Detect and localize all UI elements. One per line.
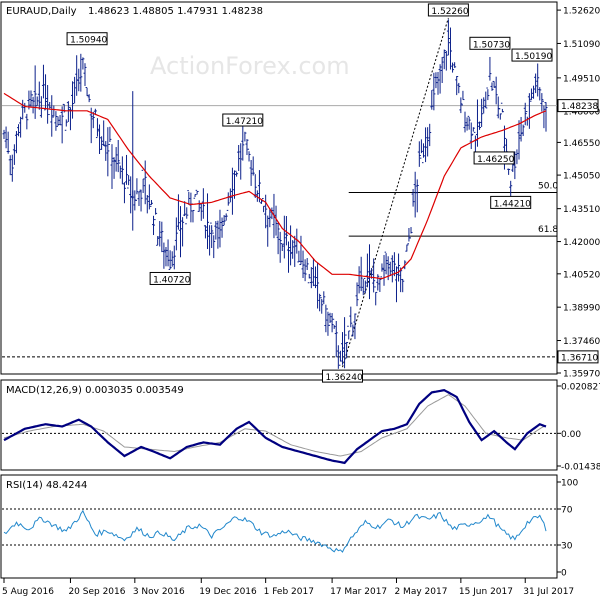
price-y-tick-label: 1.38990 bbox=[563, 304, 600, 314]
macd-title: MACD(12,26,9) 0.003035 0.003549 bbox=[6, 385, 184, 396]
support-tag-label: 1.36710 bbox=[561, 353, 598, 363]
rsi-y-tick-label: 100 bbox=[561, 479, 578, 489]
price-y-tick-label: 1.48000 bbox=[563, 107, 600, 117]
annotation-box bbox=[511, 48, 553, 62]
x-axis: 5 Aug 2016 20 Sep 2016 3 Nov 2016 19 Dec 20… bbox=[2, 578, 574, 597]
price-y-tick-label: 1.49510 bbox=[563, 74, 600, 84]
annotation-label: 1.40720 bbox=[153, 275, 190, 285]
x-tick-label: 31 Jul 2017 bbox=[523, 587, 574, 597]
price-y-tick-label: 1.45050 bbox=[563, 172, 600, 182]
price-y-tick-label: 1.43510 bbox=[563, 205, 600, 215]
price-y-tick-label: 1.35970 bbox=[563, 370, 600, 380]
x-tick-label: 5 Aug 2016 bbox=[2, 587, 54, 597]
watermark: ActionForex.com bbox=[150, 52, 350, 80]
x-tick-label: 19 Dec 2016 bbox=[199, 587, 257, 597]
price-y-tick-label: 1.52620 bbox=[563, 7, 600, 17]
x-tick-label: 20 Sep 2016 bbox=[68, 587, 125, 597]
macd-y-tick-label: 0.00 bbox=[561, 430, 581, 440]
annotation-label: 1.46250 bbox=[477, 155, 514, 165]
price-y-tick-label: 1.37460 bbox=[563, 337, 600, 347]
annotation-box bbox=[427, 3, 469, 17]
trend-line bbox=[342, 17, 449, 368]
last-price-label: 1.48238 bbox=[561, 102, 598, 112]
ohlc-label: 1.48623 1.48805 1.47931 1.48238 bbox=[88, 6, 263, 17]
annotation-box bbox=[321, 369, 363, 383]
annotation-label: 1.36240 bbox=[325, 373, 362, 383]
annotation-box bbox=[66, 32, 108, 46]
x-tick-label: 1 Feb 2017 bbox=[264, 587, 314, 597]
fib-618-label: 61.8 bbox=[538, 225, 558, 235]
annotation-box bbox=[490, 195, 532, 209]
price-panel: 1.52620 1.51090 1.49510 1.48000 1.46550 1.450… bbox=[2, 3, 600, 383]
rsi-y-tick-label: 30 bbox=[561, 542, 573, 552]
annotation-label: 1.50190 bbox=[515, 52, 552, 62]
x-tick-label: 2 May 2017 bbox=[394, 587, 447, 597]
macd-y-tick-label: 0.020827 bbox=[561, 383, 600, 393]
fib-50-label: 50.0 bbox=[538, 182, 558, 192]
rsi-line bbox=[3, 509, 547, 553]
symbol-label: EURAUD,Daily bbox=[6, 6, 77, 17]
macd-panel: 0.020827 0.00 -0.014386 bbox=[2, 383, 600, 473]
annotation-box bbox=[473, 151, 515, 165]
price-panel-frame bbox=[0, 1, 558, 375]
rsi-title: RSI(14) 48.4244 bbox=[6, 480, 87, 491]
annotation-box bbox=[222, 113, 264, 127]
price-y-tick-label: 1.46550 bbox=[563, 139, 600, 149]
price-y-tick-label: 1.40520 bbox=[563, 270, 600, 280]
annotation-label: 1.50730 bbox=[473, 40, 510, 50]
x-tick-label: 17 Mar 2017 bbox=[330, 587, 387, 597]
rsi-panel-frame bbox=[0, 474, 558, 579]
annotation-box bbox=[149, 271, 191, 285]
macd-panel-frame bbox=[0, 379, 558, 471]
macd-y-tick-label: -0.014386 bbox=[561, 463, 600, 473]
macd-line bbox=[3, 389, 547, 465]
price-y-tick-label: 1.42000 bbox=[563, 238, 600, 248]
last-price-tag bbox=[557, 99, 599, 113]
annotation-label: 1.44210 bbox=[494, 199, 531, 209]
macd-signal-line bbox=[3, 394, 547, 457]
rsi-y-tick-label: 70 bbox=[561, 506, 573, 516]
annotation-label: 1.52260 bbox=[431, 7, 468, 17]
x-tick-label: 15 Jun 2017 bbox=[459, 587, 513, 597]
rsi-y-tick-label: 0 bbox=[561, 569, 567, 579]
rsi-panel: 100 70 30 0 bbox=[2, 479, 578, 579]
support-tag bbox=[557, 350, 599, 364]
annotation-box bbox=[469, 36, 511, 50]
x-tick-label: 3 Nov 2016 bbox=[133, 587, 185, 597]
annotation-label: 1.50940 bbox=[70, 36, 107, 46]
sma-line bbox=[3, 92, 547, 280]
annotation-label: 1.47210 bbox=[226, 117, 263, 127]
price-y-tick-label: 1.51090 bbox=[563, 40, 600, 50]
